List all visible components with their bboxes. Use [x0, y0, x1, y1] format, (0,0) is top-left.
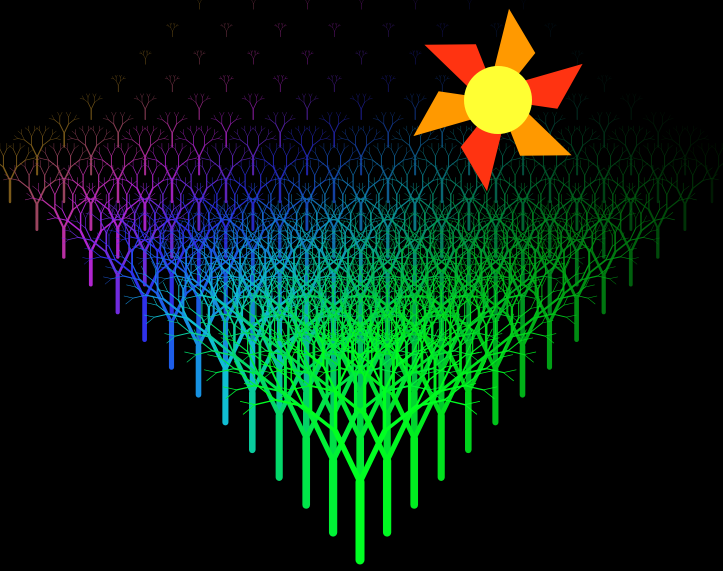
tree — [489, 160, 557, 231]
tree — [133, 93, 157, 120]
tree — [467, 0, 472, 10]
tree — [193, 50, 206, 65]
tree — [244, 220, 369, 343]
tree — [514, 220, 639, 343]
tree — [197, 0, 202, 10]
tree — [273, 160, 341, 231]
tree — [35, 143, 93, 204]
tree — [553, 125, 601, 176]
tree — [175, 125, 223, 176]
sun-icon — [413, 8, 583, 192]
tree — [565, 93, 589, 120]
sun-core — [464, 66, 532, 134]
tree — [651, 160, 719, 231]
tree — [283, 125, 331, 176]
tree — [436, 22, 449, 38]
tree — [295, 93, 319, 120]
tree — [619, 93, 643, 120]
tree — [413, 0, 418, 10]
tree — [642, 112, 674, 148]
tree — [241, 93, 265, 120]
tree — [164, 74, 180, 93]
tree — [447, 251, 598, 398]
tree — [409, 50, 422, 65]
tree — [24, 177, 103, 259]
tree — [166, 22, 179, 38]
tree — [391, 125, 439, 176]
tree — [110, 74, 126, 93]
tree — [156, 112, 188, 148]
tree — [355, 50, 368, 65]
tree — [67, 125, 115, 176]
tree — [305, 0, 310, 10]
tree — [326, 74, 342, 93]
tree — [434, 74, 450, 93]
tree — [89, 143, 147, 204]
tree — [79, 93, 103, 120]
tree — [239, 329, 481, 565]
tree — [102, 112, 134, 148]
tree — [61, 204, 174, 315]
tree — [218, 74, 234, 93]
tree — [372, 112, 404, 148]
tree — [251, 0, 256, 10]
tree — [380, 281, 557, 454]
tree — [187, 93, 211, 120]
tree — [328, 22, 341, 38]
tree — [588, 112, 620, 148]
tree — [121, 125, 169, 176]
tree — [478, 194, 567, 287]
tree — [403, 93, 427, 120]
tree — [571, 50, 584, 65]
tree — [264, 112, 296, 148]
tree — [596, 74, 612, 93]
tree — [210, 112, 242, 148]
tree — [272, 74, 288, 93]
tree — [543, 160, 611, 231]
tree — [359, 0, 364, 10]
tree — [208, 194, 297, 287]
tree — [544, 22, 557, 38]
tree — [274, 22, 287, 38]
tree — [337, 125, 385, 176]
tree — [381, 160, 449, 231]
tree — [46, 194, 135, 287]
tree — [661, 125, 709, 176]
tree — [607, 125, 655, 176]
tree — [382, 22, 395, 38]
tree — [683, 143, 723, 204]
tree — [220, 22, 233, 38]
tree — [521, 0, 526, 10]
tree — [13, 125, 61, 176]
tree — [318, 112, 350, 148]
tree — [247, 50, 260, 65]
tree — [301, 50, 314, 65]
tree — [490, 22, 503, 38]
tree — [48, 112, 80, 148]
tree — [229, 125, 277, 176]
tree — [82, 220, 207, 343]
tree — [532, 194, 621, 287]
tree — [327, 160, 395, 231]
tree — [139, 50, 152, 65]
tree — [380, 74, 396, 93]
tree — [111, 160, 179, 231]
tree — [435, 160, 503, 231]
tree — [349, 93, 373, 120]
tree — [3, 160, 71, 231]
tree — [165, 160, 233, 231]
tree — [276, 321, 498, 537]
tree — [251, 143, 309, 204]
tree — [597, 160, 665, 231]
